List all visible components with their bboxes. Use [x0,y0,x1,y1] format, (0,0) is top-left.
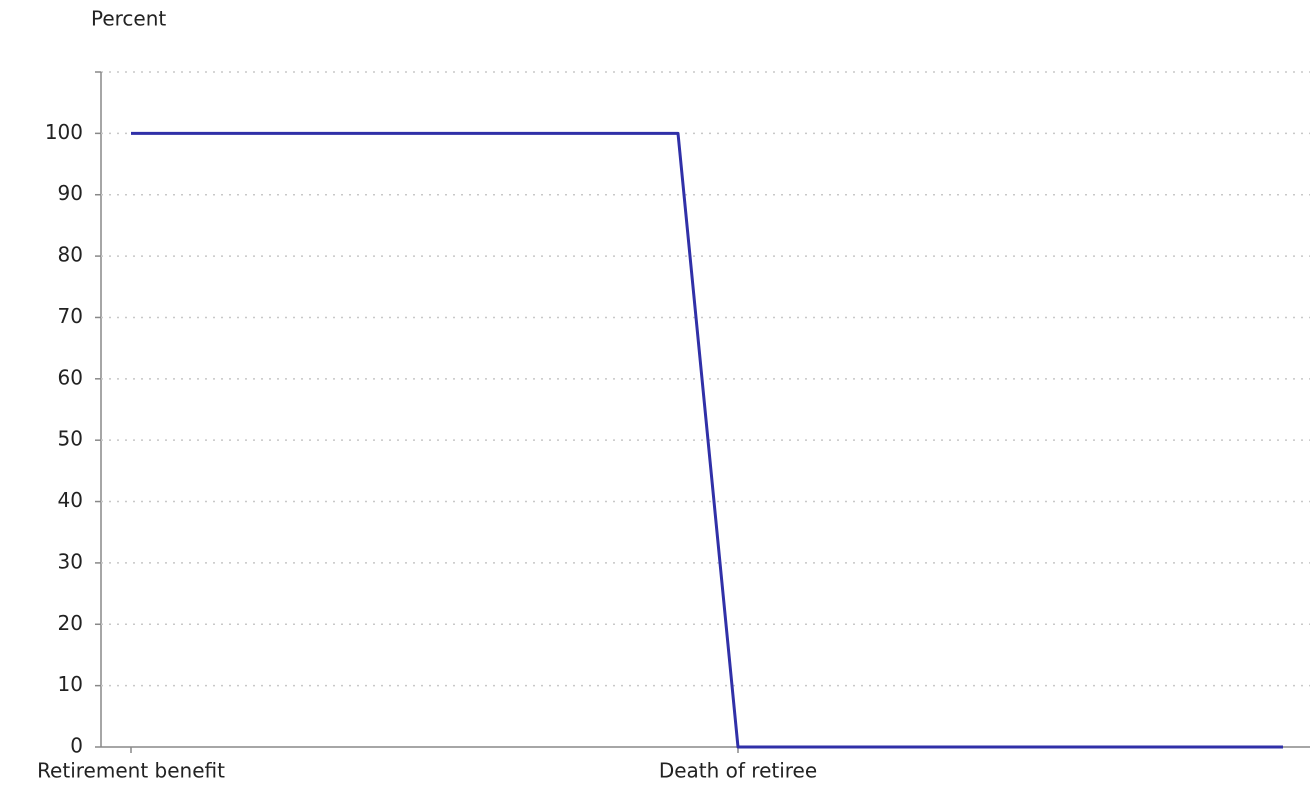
y-tick-label: 100 [45,120,83,144]
y-tick-label: 50 [58,427,83,451]
x-tick-label: Retirement benefit [37,759,225,783]
y-axis-label: Percent [91,7,166,31]
y-tick-label: 60 [58,365,83,389]
y-tick-label: 20 [58,611,83,635]
x-tick-label: Death of retiree [659,759,817,783]
y-tick-label: 40 [58,488,83,512]
y-tick-label: 90 [58,181,83,205]
y-tick-label: 10 [58,672,83,696]
y-tick-label: 80 [58,243,83,267]
data-line [131,131,1283,749]
y-tick-label: 0 [70,734,83,758]
y-tick-label: 30 [58,549,83,573]
y-tick-label: 70 [58,304,83,328]
